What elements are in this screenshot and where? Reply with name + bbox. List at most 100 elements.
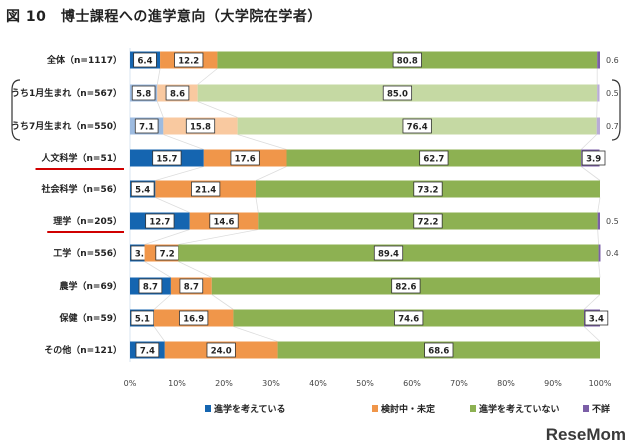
data-label: 3.4 [589,315,604,325]
connector-line [580,134,597,150]
legend-label: 進学を考えている [214,403,286,415]
data-label: 80.8 [397,57,418,67]
data-label-box [133,52,157,68]
category-label: 農学（n=69） [60,280,122,292]
data-label-box [165,85,190,101]
legend-label: 検討中・未定 [381,403,436,415]
data-label: 7.2 [160,250,175,260]
connector-line [197,68,218,85]
category-label: 理学（n=205） [53,215,122,227]
data-label-box [185,118,216,134]
connector-line [178,229,259,245]
connector-line [197,101,238,118]
legend-label: 進学を考えていない [479,403,560,415]
data-label: 76.4 [407,123,428,133]
x-tick-label: 100% [589,379,612,388]
data-label-box [179,278,204,294]
connector-line [153,326,166,342]
x-tick-label: 50% [356,379,374,388]
data-label-box [402,118,432,134]
data-label: 62.7 [423,155,444,165]
connector-line [255,166,287,181]
connector-line [155,166,204,181]
data-label-box [413,181,443,197]
x-tick-label: 10% [168,379,186,388]
data-label: 89.4 [378,250,399,260]
data-label: 0.4 [606,249,619,258]
data-label-box [424,342,454,358]
data-label: 0.6 [606,56,619,65]
left-brace [11,79,21,141]
data-label-box [419,150,449,166]
connector-line [144,261,172,278]
data-label: 5.4 [135,186,150,196]
category-label: 社会科学（n=56） [41,183,122,195]
data-label-box [134,118,159,134]
data-label-box [179,310,209,326]
connector-line [255,197,259,213]
data-label: 74.6 [398,315,419,325]
connector-line [597,229,599,245]
data-label: 73.2 [417,186,438,196]
connector-line [583,294,601,310]
bar-segment-4 [596,117,600,135]
data-label: 8.7 [184,283,199,293]
data-label: 0.5 [606,89,619,98]
bar-segment-4 [597,84,600,102]
data-label: 7.1 [139,123,154,133]
x-tick-label: 90% [544,379,562,388]
x-tick-label: 70% [450,379,468,388]
connector-line [153,294,172,310]
legend-swatch [583,405,589,412]
data-label: 7.4 [140,347,155,357]
data-label-box [584,310,609,326]
data-label: 15.7 [156,155,177,165]
data-label: 72.2 [417,218,438,228]
category-label: うち7月生まれ（n=550） [11,120,122,132]
data-label-box [191,181,221,197]
data-label-box [152,150,182,166]
data-label: 21.4 [195,186,216,196]
bar-segment-4 [597,51,600,69]
right-brace [611,79,621,141]
connector-line [144,229,190,245]
chart-title: 図 10 博士課程への進学意向（大学院在学者） [6,9,322,25]
connector-line [211,294,234,310]
connector-line [597,197,601,213]
data-label: 68.6 [428,347,449,357]
data-label-box [138,278,163,294]
data-label: 8.7 [143,283,158,293]
data-label: 5.1 [135,315,150,325]
data-label: 82.6 [395,283,416,293]
x-tick-label: 0% [124,379,137,388]
category-label: 全体（n=1117） [46,54,122,66]
connector-line [156,68,161,85]
bar-segment-4 [597,212,600,230]
legend-swatch [372,405,378,412]
connector-line [163,134,204,150]
data-label-box [581,150,606,166]
category-label: うち1月生まれ（n=567） [11,87,122,99]
data-label-box [373,245,404,261]
category-label: その他（n=121） [44,344,122,356]
x-tick-label: 20% [215,379,233,388]
data-label: 16.9 [183,315,204,325]
category-label: 人文科学（n=51） [41,152,122,164]
connector-line [580,166,601,181]
bar-segment-4 [598,244,601,262]
data-label-box [174,52,204,68]
data-label: 12.2 [178,57,199,67]
data-label: 8.6 [170,90,185,100]
data-label: 15.8 [190,123,211,133]
data-label-box [391,278,421,294]
data-label: 24.0 [211,347,232,357]
data-label: 14.6 [214,218,235,228]
resemom-logo: ReseMom [545,425,626,444]
legend-label: 不詳 [592,403,610,415]
data-label-box [209,213,239,229]
connector-line [155,197,190,213]
data-label-box [382,85,413,101]
category-label: 保健（n=59） [59,312,122,324]
